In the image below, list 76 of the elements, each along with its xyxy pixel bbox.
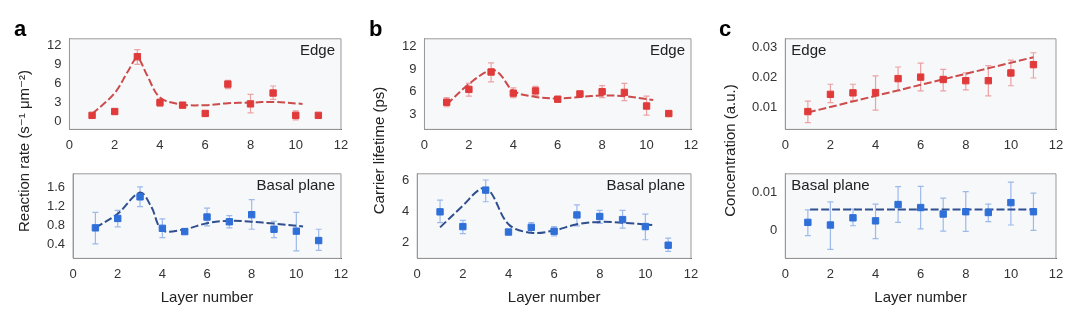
y-tick-label: 4 [402, 203, 410, 219]
y-tick-label: 0.4 [46, 235, 66, 251]
y-tick-label: 3 [54, 94, 62, 110]
x-tick-label: 12 [683, 265, 699, 281]
x-tick-label: 6 [554, 136, 562, 152]
x-tick-label: 6 [203, 265, 211, 281]
x-axis-title: Layer number [874, 288, 967, 306]
x-tick-label: 8 [598, 136, 606, 152]
x-tick-label: 8 [962, 265, 970, 281]
x-tick-label: 12 [333, 265, 349, 281]
x-tick-label: 4 [509, 136, 517, 152]
x-tick-label: 12 [1048, 136, 1064, 152]
x-tick-label: 0 [781, 265, 789, 281]
y-tick-label: 9 [409, 60, 417, 76]
x-tick-label: 6 [550, 265, 558, 281]
x-tick-label: 8 [248, 265, 256, 281]
y-tick-label: 6 [409, 83, 417, 99]
x-tick-label: 4 [871, 265, 880, 281]
x-tick-label: 2 [465, 136, 473, 152]
x-tick-label: 12 [683, 136, 699, 152]
annotation: Basal plane [606, 176, 685, 194]
annotation: Edge [791, 41, 827, 59]
y-tick-label: 0 [54, 113, 62, 129]
x-tick-label: 2 [111, 136, 119, 152]
chart-title: c [719, 16, 732, 42]
x-tick-label: 12 [1048, 265, 1064, 281]
x-axis-title: Layer number [160, 288, 254, 306]
x-tick-label: 2 [114, 265, 122, 281]
y-axis-title: Concentration (a.u.) [720, 84, 738, 217]
annotation: Basal plane [791, 176, 870, 194]
x-tick-label: 4 [871, 136, 880, 152]
x-tick-label: 8 [246, 136, 255, 152]
x-tick-label: 12 [333, 136, 349, 152]
x-tick-label: 0 [69, 265, 77, 281]
y-tick-label: 0.01 [751, 183, 778, 199]
y-tick-label: 6 [402, 172, 410, 188]
x-tick-label: 6 [917, 265, 925, 281]
y-tick-label: 0.03 [751, 39, 778, 55]
x-tick-label: 2 [826, 265, 835, 281]
y-tick-label: 1.6 [46, 179, 66, 195]
y-tick-label: 0.8 [46, 217, 66, 233]
y-tick-label: 0.01 [751, 98, 778, 114]
annotation: Edge [299, 41, 335, 59]
x-tick-label: 0 [420, 136, 429, 152]
x-tick-label: 10 [1003, 136, 1019, 152]
y-axis-title: Carrier lifetime (ps) [370, 86, 388, 215]
x-tick-label: 6 [917, 136, 925, 152]
chart-title: b [369, 16, 383, 42]
x-tick-label: 4 [158, 265, 166, 281]
chart-title: a [14, 16, 27, 42]
y-tick-label: 9 [54, 55, 62, 71]
y-tick-label: 0 [770, 221, 778, 237]
x-tick-label: 6 [201, 136, 209, 152]
y-tick-label: 3 [409, 105, 417, 121]
x-tick-label: 10 [289, 265, 304, 281]
y-tick-label: 6 [54, 75, 62, 91]
x-tick-label: 2 [459, 265, 467, 281]
x-tick-label: 10 [288, 136, 303, 152]
y-tick-label: 12 [401, 37, 417, 53]
y-axis-title: Reaction rate (s⁻¹ μm⁻²) [15, 69, 33, 232]
x-axis-title: Layer number [507, 288, 601, 306]
x-tick-label: 4 [156, 136, 164, 152]
x-tick-label: 2 [826, 136, 835, 152]
x-tick-label: 10 [639, 136, 654, 152]
x-tick-label: 0 [781, 136, 789, 152]
x-tick-label: 8 [962, 136, 970, 152]
y-tick-label: 2 [402, 234, 410, 250]
x-tick-label: 4 [504, 265, 513, 281]
x-tick-label: 10 [638, 265, 653, 281]
x-tick-label: 10 [1003, 265, 1019, 281]
annotation: Edge [649, 41, 685, 59]
annotation: Basal plane [256, 176, 335, 194]
x-tick-label: 8 [596, 265, 604, 281]
y-tick-label: 12 [46, 36, 62, 52]
y-tick-label: 1.2 [46, 198, 66, 214]
y-tick-label: 0.02 [751, 68, 778, 84]
